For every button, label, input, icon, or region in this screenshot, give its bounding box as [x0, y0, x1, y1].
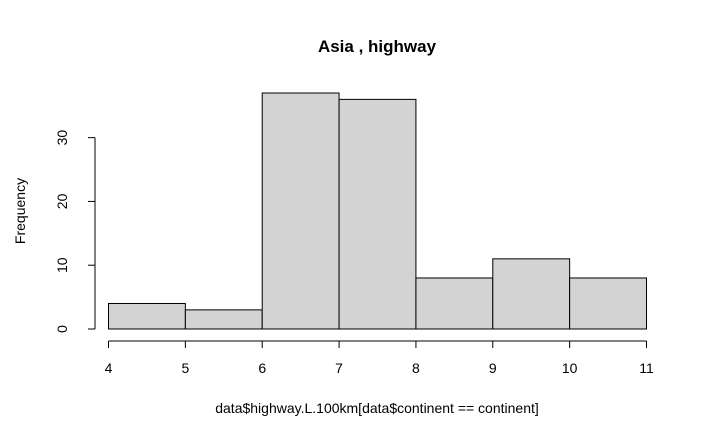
y-axis-label: Frequency: [12, 178, 28, 244]
histogram-bar-3: [338, 98, 417, 330]
x-tick-label-3: 7: [335, 360, 343, 376]
chart-title: Asia , highway: [318, 37, 437, 56]
histogram-bar-5: [492, 258, 571, 330]
y-axis: 0 10 20 30: [54, 130, 96, 333]
y-tick-label-3: 30: [54, 130, 70, 146]
y-tick-label-0: 0: [54, 325, 70, 333]
y-tick-label-2: 20: [54, 193, 70, 209]
x-tick-label-7: 11: [639, 360, 654, 376]
histogram-bar-1: [184, 309, 263, 330]
x-tick-label-1: 5: [181, 360, 189, 376]
x-axis-label: data$highway.L.100km[data$continent == c…: [215, 400, 539, 416]
x-tick-label-0: 4: [105, 360, 113, 376]
x-tick-label-6: 10: [562, 360, 578, 376]
x-axis: 4 5 6 7 8 9 10 11: [105, 340, 654, 376]
x-tick-label-2: 6: [258, 360, 266, 376]
histogram-bar-6: [569, 277, 648, 330]
histogram-bar-2: [261, 92, 340, 330]
histogram-bar-0: [108, 302, 186, 330]
y-tick-label-1: 10: [54, 257, 70, 273]
x-tick-label-4: 8: [412, 360, 420, 376]
bars-group: [108, 92, 648, 330]
x-tick-label-5: 9: [489, 360, 497, 376]
histogram-bar-4: [415, 277, 494, 330]
